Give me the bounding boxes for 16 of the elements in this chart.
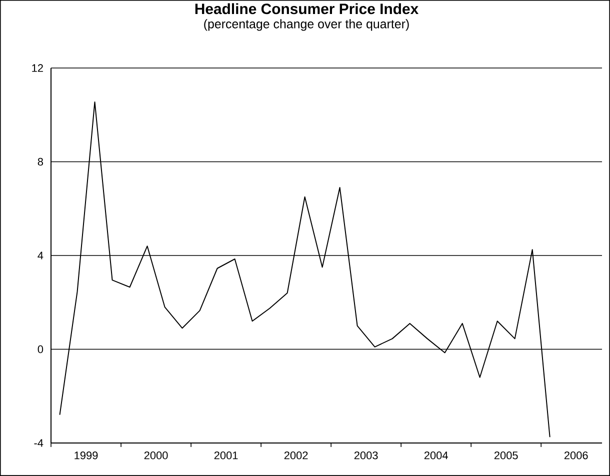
chart-subtitle: (percentage change over the quarter)	[204, 19, 409, 31]
y-tick-label: 12	[32, 64, 43, 72]
x-tick-label: 2002	[284, 452, 308, 460]
x-tick-label: 2001	[214, 452, 238, 460]
line-series	[59, 101, 550, 438]
x-tick-label: 1999	[74, 452, 98, 460]
x-tick-label: 2000	[144, 452, 168, 460]
y-tick-label: 4	[38, 252, 44, 260]
chart-title: Headline Consumer Price Index	[195, 3, 418, 14]
y-tick-label: -4	[34, 439, 44, 447]
x-tick-label: 2003	[354, 452, 378, 460]
y-tick-label: 8	[38, 158, 44, 166]
x-tick-label: 2006	[564, 452, 588, 460]
y-tick-label: 0	[38, 345, 44, 354]
x-tick-label: 2005	[494, 452, 518, 460]
x-tick-label: 2004	[424, 452, 448, 460]
